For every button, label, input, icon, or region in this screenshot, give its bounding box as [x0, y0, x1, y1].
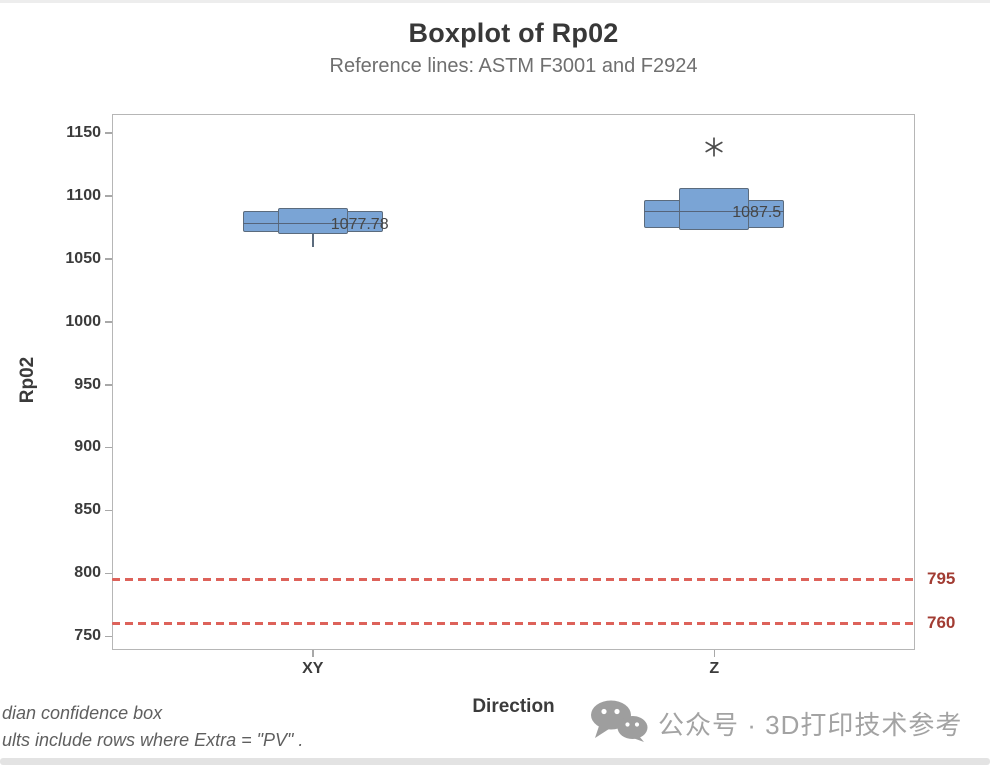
chart-header: Boxplot of Rp02 Reference lines: ASTM F3…	[112, 18, 915, 78]
ytick-mark-1000	[105, 321, 112, 323]
xtick-label-Z: Z	[709, 660, 720, 677]
plot-area	[112, 114, 915, 650]
footnote-confidence-box: dian confidence box	[2, 703, 163, 723]
x-axis-title: Direction	[472, 696, 555, 717]
ytick-label-1000: 1000	[65, 312, 101, 330]
top-border-bar	[0, 0, 990, 3]
ytick-mark-950	[105, 384, 112, 386]
ytick-label-1100: 1100	[66, 186, 101, 204]
ytick-mark-900	[105, 446, 112, 449]
ytick-mark-1050	[105, 258, 112, 260]
xtick-mark-Z	[713, 650, 715, 657]
ytick-label-1150: 1150	[66, 123, 101, 141]
whisker-low-XY	[312, 232, 314, 248]
median-confidence-box-XY	[277, 208, 348, 234]
xtick-mark-XY	[312, 650, 314, 657]
ytick-label-1050: 1050	[65, 249, 101, 267]
ytick-mark-1100	[105, 195, 112, 197]
chart-subtitle: Reference lines: ASTM F3001 and F2924	[329, 55, 698, 77]
reference-line-label-760: 760	[927, 612, 956, 632]
ytick-label-950: 950	[74, 375, 101, 393]
watermark: 公众号 · 3D打印技术参考	[590, 700, 962, 747]
median-label-Z: 1087.5	[732, 203, 782, 221]
median-confidence-box-Z	[679, 188, 750, 230]
ytick-label-850: 850	[74, 501, 101, 519]
reference-line-label-795: 795	[927, 568, 956, 588]
ytick-label-750: 750	[74, 627, 101, 645]
ytick-mark-750	[105, 635, 112, 638]
xtick-label-XY: XY	[302, 660, 324, 677]
ytick-mark-800	[105, 572, 112, 575]
median-label-XY: 1077.78	[330, 215, 389, 233]
wechat-icon	[590, 700, 648, 747]
ytick-label-900: 900	[74, 438, 101, 456]
outlier-asterisk-Z-0	[705, 136, 724, 157]
ytick-mark-850	[105, 509, 112, 512]
ytick-label-800: 800	[74, 564, 101, 582]
watermark-text: 公众号 · 3D打印技术参考	[658, 710, 963, 740]
chart-title: Boxplot of Rp02	[408, 18, 619, 48]
footnote-filter-rows: ults include rows where Extra = "PV" .	[2, 730, 304, 750]
ytick-mark-1150	[105, 132, 112, 134]
bottom-border-bar	[0, 758, 990, 765]
y-axis-title: Rp02	[17, 356, 38, 404]
median-line-XY	[242, 222, 383, 224]
reference-line-795	[112, 578, 915, 582]
reference-line-760	[112, 622, 915, 626]
median-line-Z	[644, 210, 785, 212]
